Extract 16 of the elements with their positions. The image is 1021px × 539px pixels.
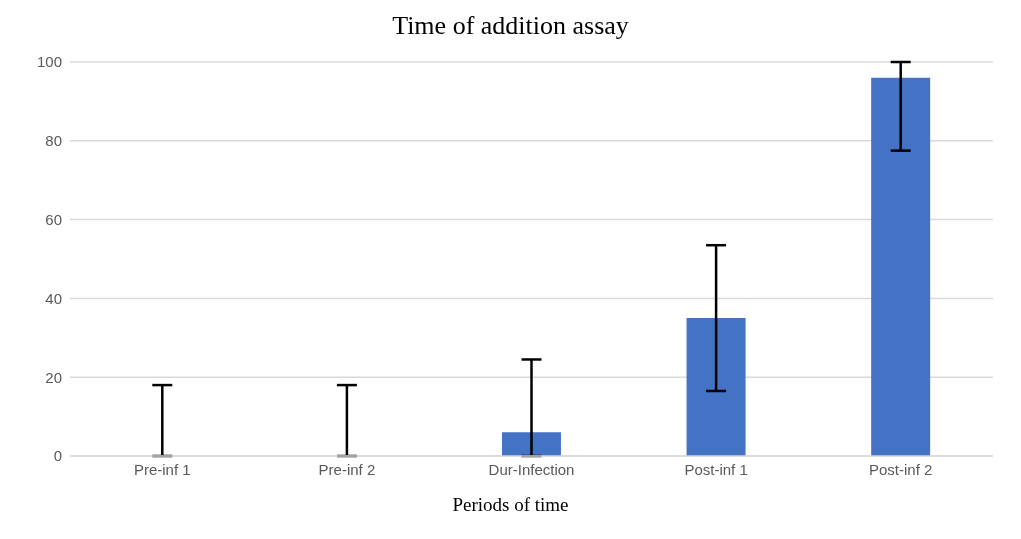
- bar: [871, 77, 931, 456]
- y-tick-label: 80: [45, 132, 62, 150]
- chart-title: Time of addition assay: [391, 10, 630, 42]
- x-tick-label: Pre-inf 1: [133, 460, 191, 478]
- x-tick-label: Post-inf 2: [869, 460, 933, 478]
- bar: [686, 318, 746, 456]
- x-tick-label: Pre-inf 2: [318, 460, 376, 478]
- y-tick-label: 60: [45, 210, 62, 228]
- y-tick-label: 0: [53, 447, 62, 465]
- y-tick-label: 20: [45, 368, 62, 386]
- x-tick-label: Dur-Infection: [488, 460, 575, 478]
- x-tick-label: Post-inf 1: [684, 460, 748, 478]
- y-tick-label: 100: [36, 53, 62, 71]
- x-axis-title: Periods of time: [451, 494, 570, 516]
- bar: [501, 432, 561, 456]
- y-tick-label: 40: [45, 289, 62, 307]
